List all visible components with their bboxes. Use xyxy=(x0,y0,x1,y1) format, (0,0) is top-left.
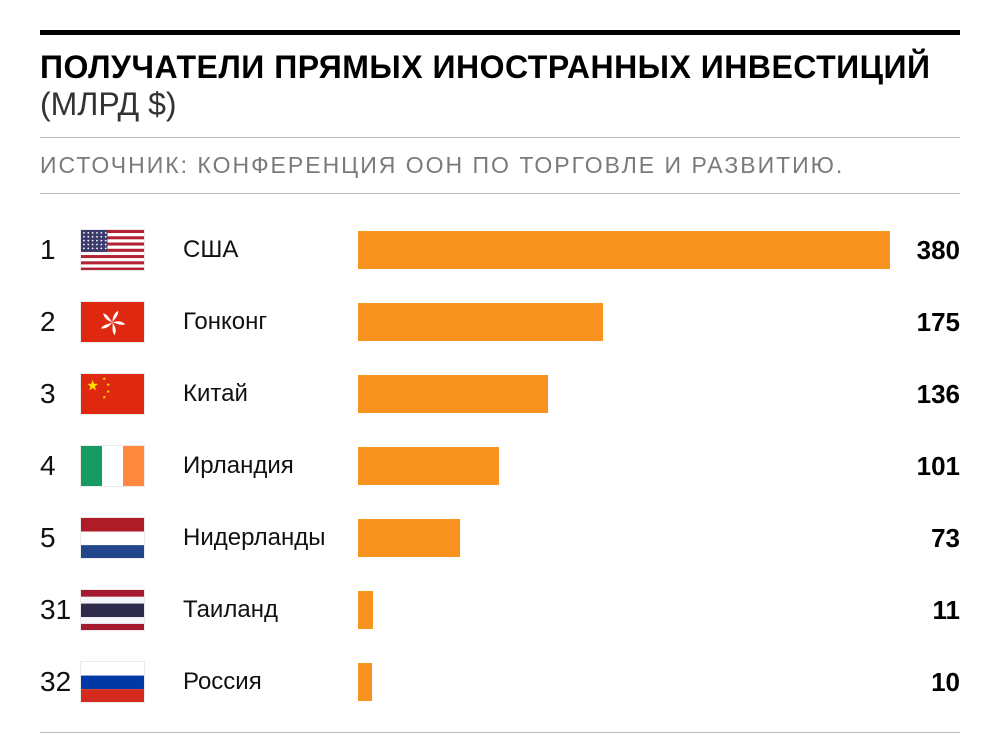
table-row: 1 США 380 xyxy=(40,214,960,286)
bar xyxy=(358,231,890,269)
value-label: 73 xyxy=(890,523,960,554)
table-row: 4 Ирландия 101 xyxy=(40,430,960,502)
flag-icon xyxy=(80,661,145,703)
chart-container: ПОЛУЧАТЕЛИ ПРЯМЫХ ИНОСТРАННЫХ ИНВЕСТИЦИЙ… xyxy=(40,30,960,733)
bar-area xyxy=(358,375,890,413)
bar-area xyxy=(358,519,890,557)
bar-area xyxy=(358,303,890,341)
country-label: Ирландия xyxy=(183,452,358,480)
table-row: 32 Россия 10 xyxy=(40,646,960,718)
country-label: Гонконг xyxy=(183,308,358,336)
bar-area xyxy=(358,231,890,269)
flag-icon xyxy=(80,301,145,343)
value-label: 136 xyxy=(890,379,960,410)
bar xyxy=(358,303,603,341)
country-label: США xyxy=(183,236,358,264)
bar xyxy=(358,519,460,557)
country-label: Китай xyxy=(183,380,358,408)
bar xyxy=(358,591,373,629)
country-label: Нидерланды xyxy=(183,524,358,552)
chart-unit: (МЛРД $) xyxy=(40,86,177,122)
country-label: Россия xyxy=(183,668,358,696)
rank-label: 3 xyxy=(40,378,80,410)
bar-area xyxy=(358,663,890,701)
chart-source: ИСТОЧНИК: КОНФЕРЕНЦИЯ ООН ПО ТОРГОВЛЕ И … xyxy=(40,137,960,194)
flag-icon xyxy=(80,589,145,631)
rank-label: 1 xyxy=(40,234,80,266)
rank-label: 2 xyxy=(40,306,80,338)
country-label: Таиланд xyxy=(183,596,358,624)
title-row: ПОЛУЧАТЕЛИ ПРЯМЫХ ИНОСТРАННЫХ ИНВЕСТИЦИЙ… xyxy=(40,30,960,137)
chart-rows: 1 США 380 2 Гонконг 175 3 Китай 136 xyxy=(40,194,960,733)
table-row: 31 Таиланд 11 xyxy=(40,574,960,646)
value-label: 101 xyxy=(890,451,960,482)
flag-icon xyxy=(80,373,145,415)
rank-label: 31 xyxy=(40,594,80,626)
value-label: 10 xyxy=(890,667,960,698)
value-label: 11 xyxy=(890,595,960,626)
bar-area xyxy=(358,591,890,629)
rank-label: 5 xyxy=(40,522,80,554)
chart-title: ПОЛУЧАТЕЛИ ПРЯМЫХ ИНОСТРАННЫХ ИНВЕСТИЦИЙ xyxy=(40,49,931,85)
table-row: 5 Нидерланды 73 xyxy=(40,502,960,574)
table-row: 2 Гонконг 175 xyxy=(40,286,960,358)
bar xyxy=(358,375,548,413)
bar xyxy=(358,447,499,485)
rank-label: 32 xyxy=(40,666,80,698)
flag-icon xyxy=(80,517,145,559)
flag-icon xyxy=(80,229,145,271)
value-label: 175 xyxy=(890,307,960,338)
bar-area xyxy=(358,447,890,485)
flag-icon xyxy=(80,445,145,487)
rank-label: 4 xyxy=(40,450,80,482)
bar xyxy=(358,663,372,701)
table-row: 3 Китай 136 xyxy=(40,358,960,430)
value-label: 380 xyxy=(890,235,960,266)
